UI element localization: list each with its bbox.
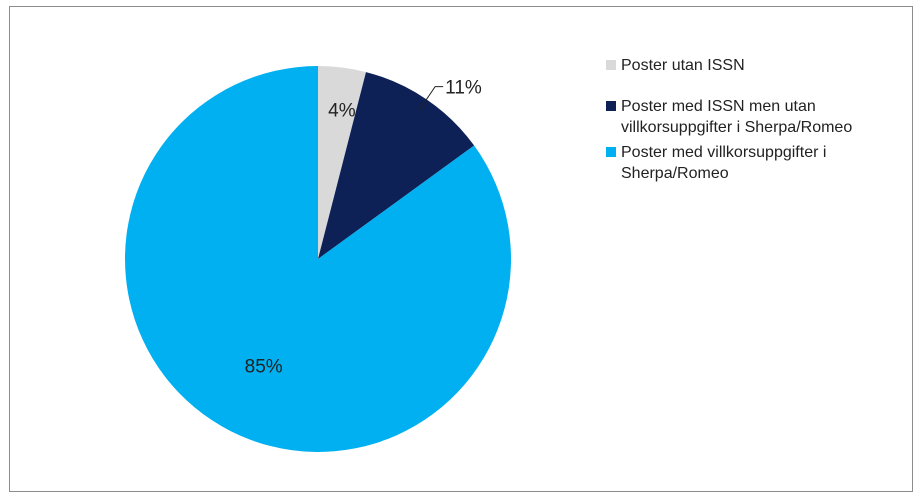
legend-item-med-villkor: Poster med villkorsuppgifter i Sherpa/Ro… (606, 142, 916, 184)
legend-item-poster-utan-issn: Poster utan ISSN (606, 55, 916, 76)
leader-line-1 (418, 86, 444, 111)
legend-swatch-2 (606, 147, 616, 157)
data-label-0: 4% (328, 101, 356, 122)
pie-slice-0 (318, 66, 366, 259)
legend-swatch-1 (606, 101, 616, 111)
legend-label-1: Poster med ISSN men utan villkorsuppgift… (621, 98, 853, 136)
legend: Poster utan ISSN Poster med ISSN men uta… (606, 55, 916, 204)
legend-swatch-0 (606, 60, 616, 70)
legend-item-med-issn-utan-villkor: Poster med ISSN men utan villkorsuppgift… (606, 96, 916, 138)
data-label-1: 11% (445, 78, 482, 99)
pie-slice-2 (124, 66, 512, 452)
legend-label-0: Poster utan ISSN (621, 57, 745, 74)
legend-label-2: Poster med villkorsuppgifter i Sherpa/Ro… (621, 144, 827, 182)
pie-slice-1 (318, 72, 475, 260)
data-label-2: 85% (245, 357, 283, 378)
